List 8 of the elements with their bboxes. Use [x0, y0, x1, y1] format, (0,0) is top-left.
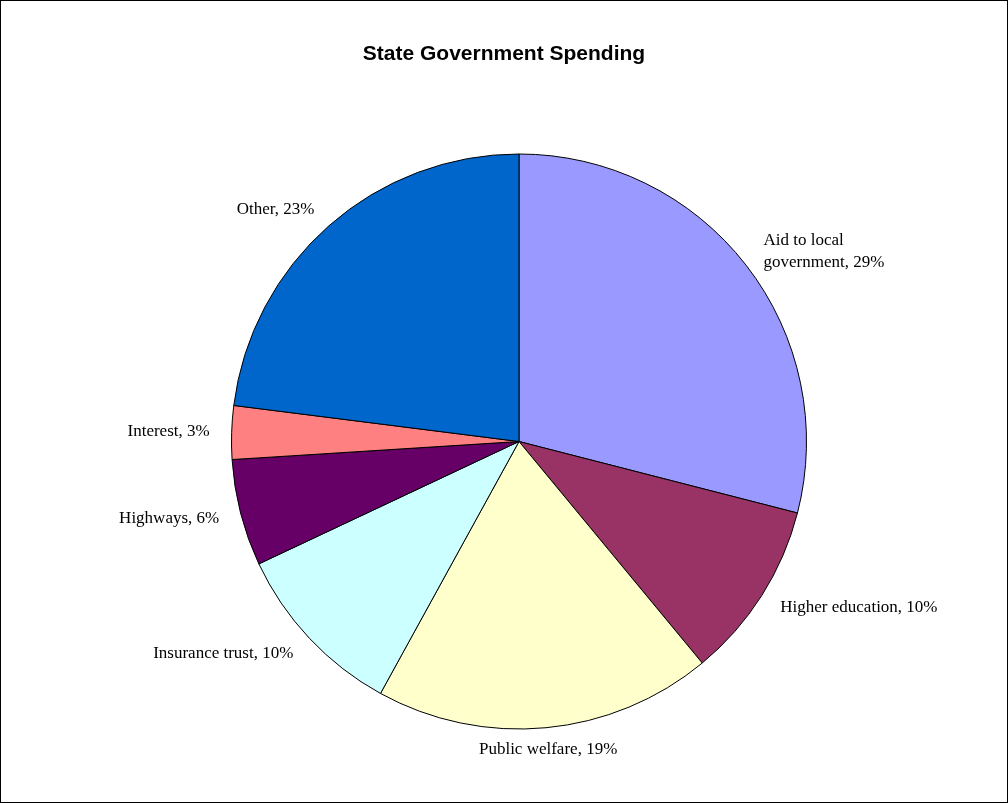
slice-label: Higher education, 10%: [780, 596, 938, 616]
slice-label: Highways, 6%: [119, 507, 220, 527]
chart-title: State Government Spending: [361, 41, 647, 65]
slice-label: Insurance trust, 10%: [153, 642, 294, 662]
slice-label: Public welfare, 19%: [478, 739, 618, 759]
slice-label: Other, 23%: [236, 198, 315, 218]
slice-label: Interest, 3%: [127, 421, 210, 441]
slice-label: Aid to local government, 29%: [763, 230, 885, 272]
